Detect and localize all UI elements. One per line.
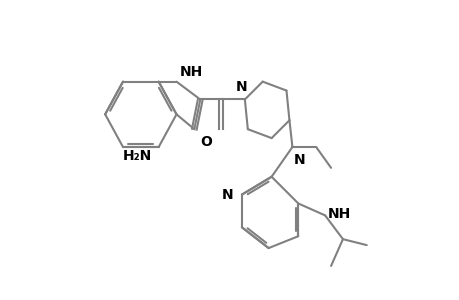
Text: H₂N: H₂N (123, 149, 152, 163)
Text: NH: NH (327, 207, 351, 221)
Text: N: N (221, 188, 232, 202)
Text: NH: NH (179, 65, 202, 79)
Text: N: N (235, 80, 247, 94)
Text: N: N (293, 153, 305, 167)
Text: O: O (200, 135, 212, 149)
